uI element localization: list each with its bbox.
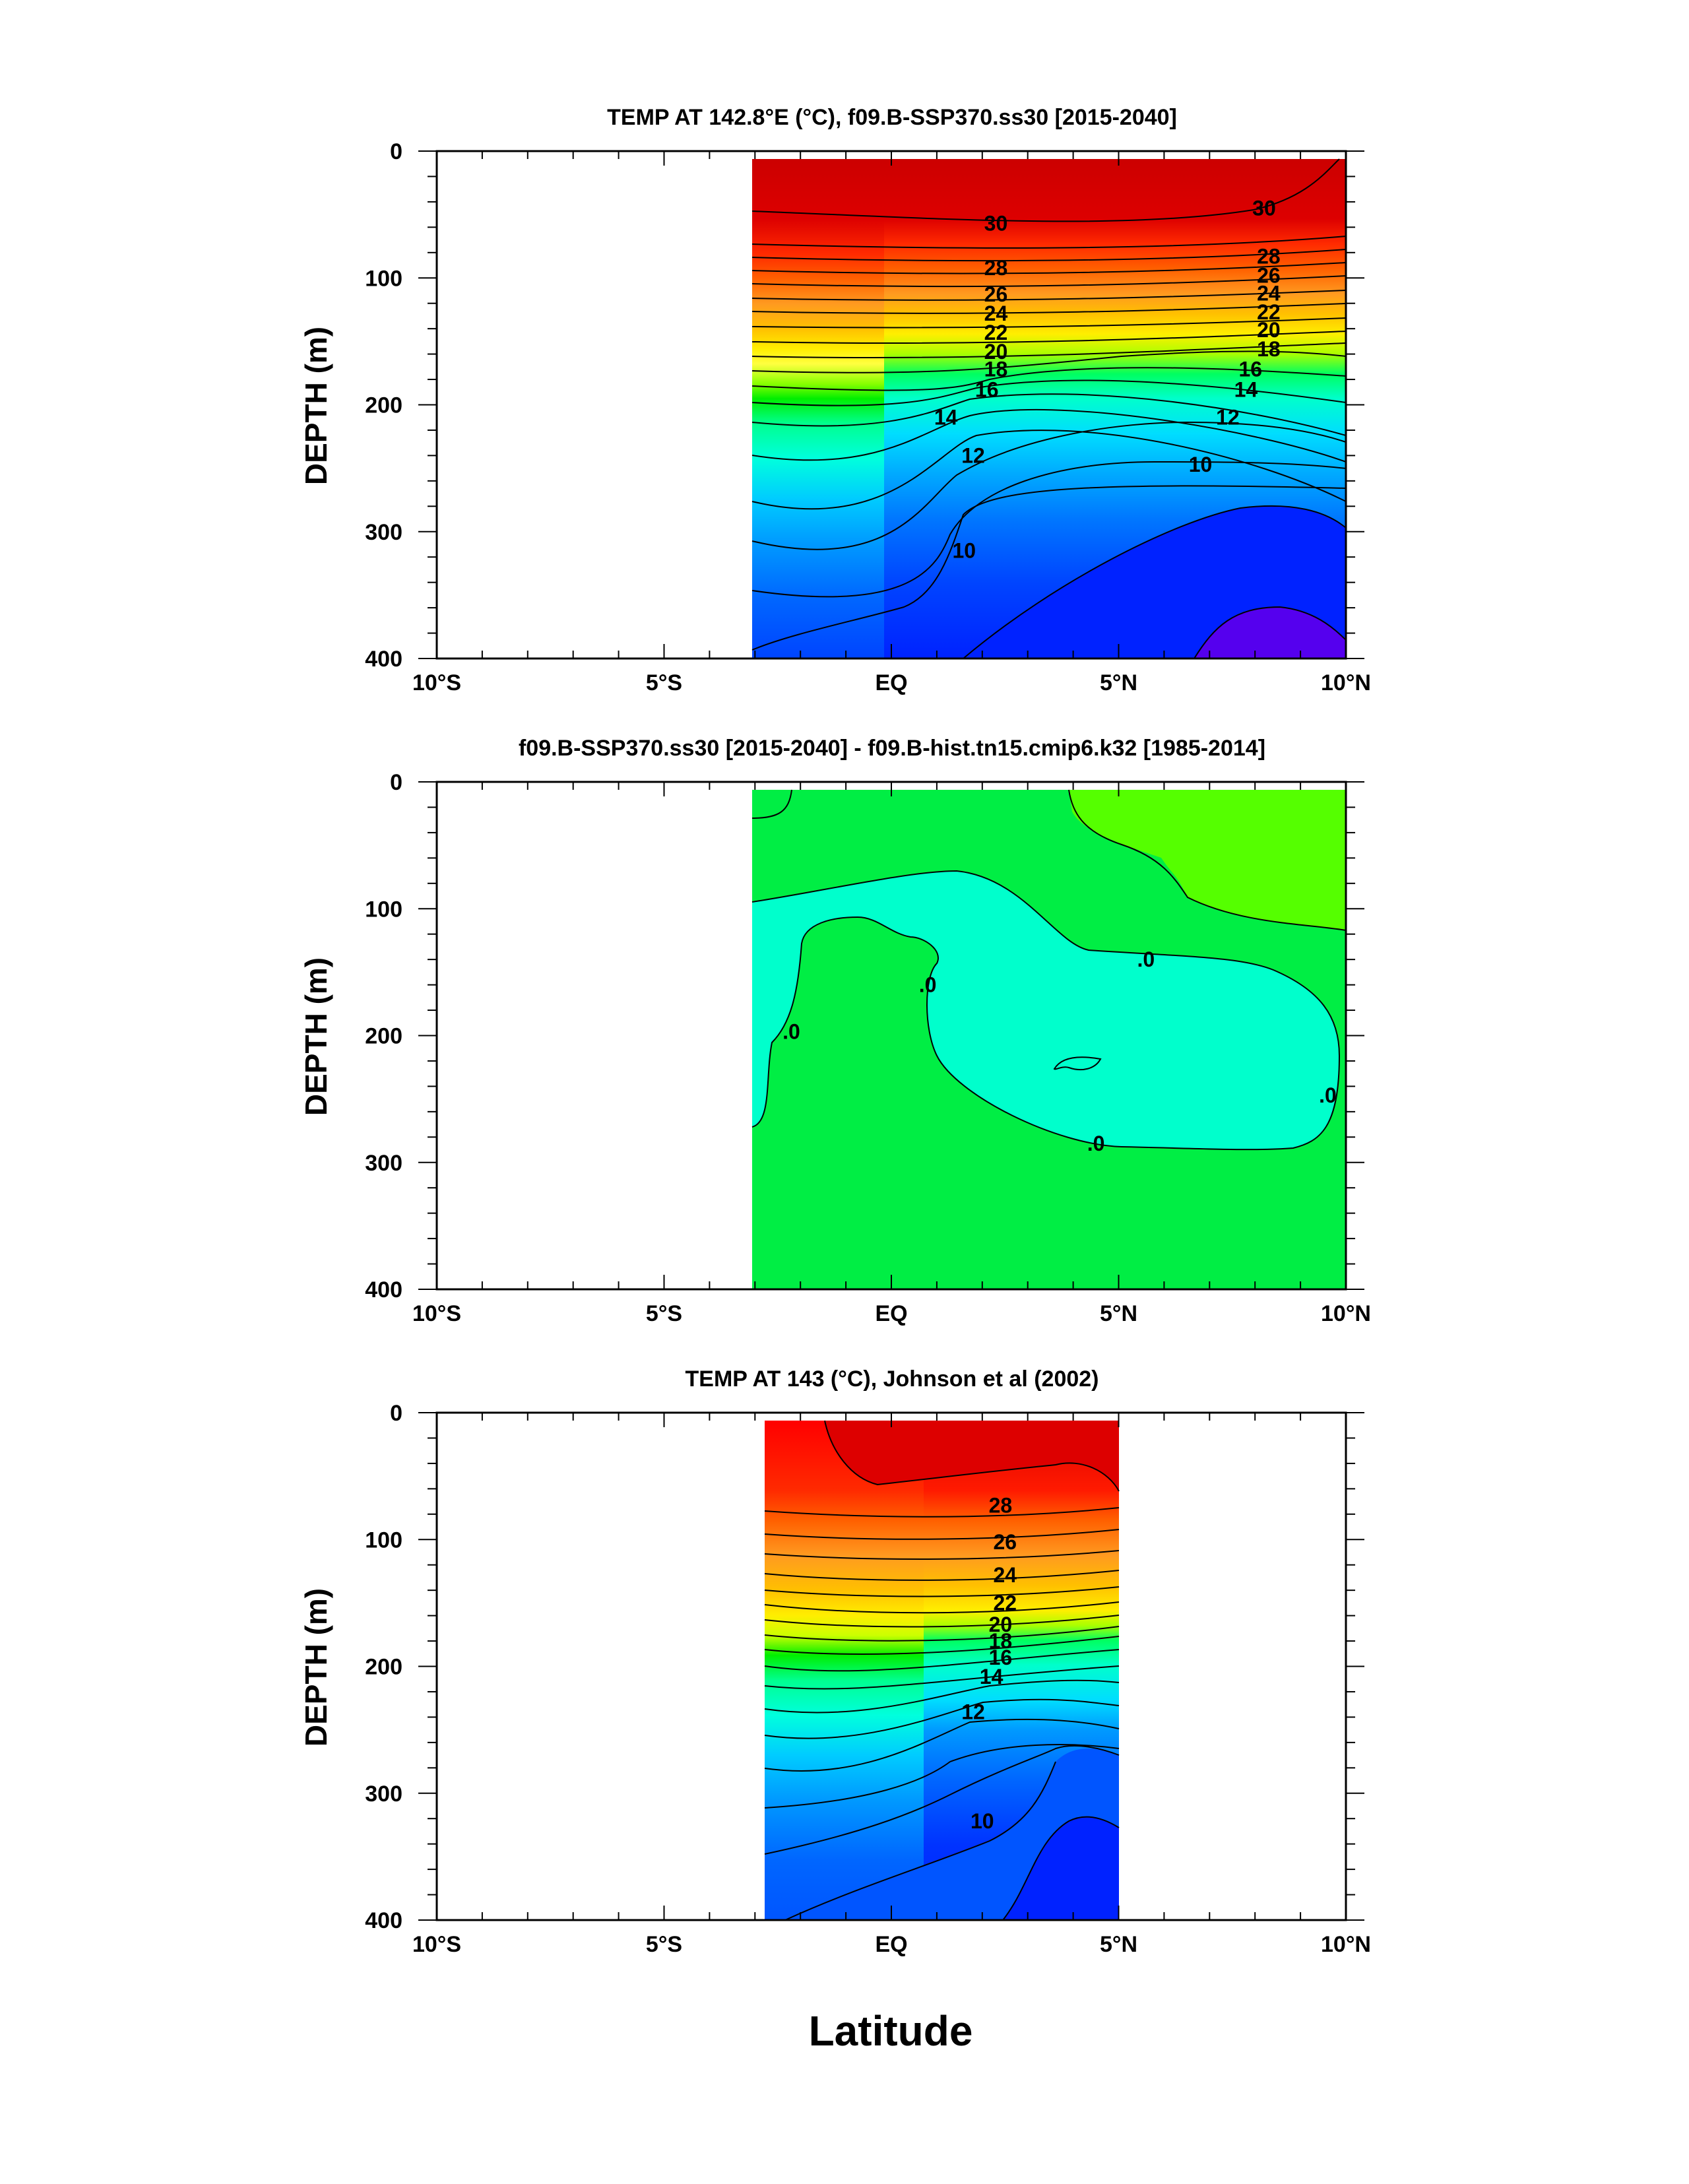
contour-label: 20 <box>984 340 1008 364</box>
x-axis-label: Latitude <box>809 2007 973 2055</box>
contour-label: 10 <box>1189 453 1213 476</box>
x-tick-label: 5°N <box>1100 1301 1137 1326</box>
contour-label: 28 <box>1257 245 1281 269</box>
contour-lines <box>751 158 1347 659</box>
x-tick-label: EQ <box>875 1301 907 1326</box>
contour-label: 30 <box>984 212 1008 236</box>
x-tick-label: 10°S <box>412 670 461 695</box>
x-tick-label: 10°N <box>1321 1301 1371 1326</box>
contour-label: 26 <box>1257 263 1281 287</box>
contour-label: 10 <box>971 1809 994 1833</box>
y-tick-label: 0 <box>390 770 402 795</box>
y-tick-label: 100 <box>365 1527 402 1553</box>
y-axis-label: DEPTH (m) <box>299 1588 333 1747</box>
x-tick-label: 5°S <box>646 1932 682 1957</box>
contour-label: 28 <box>984 256 1008 280</box>
contour-label: 14 <box>934 406 958 430</box>
y-tick-label: 100 <box>365 897 402 922</box>
panel-observed-temp: TEMP AT 143 (°C), Johnson et al (2002) <box>299 1366 1371 1957</box>
contour-label: 24 <box>1257 281 1281 305</box>
x-tick-label: 5°N <box>1100 1932 1137 1957</box>
y-axis-label: DEPTH (m) <box>299 957 333 1116</box>
x-tick-label: 10°N <box>1321 1932 1371 1957</box>
axis-ticks: 10°S 5°S EQ 5°N 10°N 0 100 200 300 400 <box>365 1401 1371 1957</box>
panel-title: TEMP AT 143 (°C), Johnson et al (2002) <box>685 1366 1099 1392</box>
y-axis-label: DEPTH (m) <box>299 327 333 485</box>
contour-label: .0 <box>782 1020 800 1044</box>
contour-label: 24 <box>993 1563 1017 1587</box>
contour-label: 18 <box>1257 337 1281 361</box>
contour-label: 18 <box>989 1629 1013 1653</box>
contour-label: 22 <box>993 1591 1017 1615</box>
contour-label: 16 <box>1239 358 1263 381</box>
contour-lines <box>751 789 1347 1151</box>
x-tick-label: 10°S <box>412 1301 461 1326</box>
contour-label: 16 <box>975 377 999 401</box>
contour-label: 28 <box>989 1493 1013 1517</box>
contour-label: .0 <box>1137 947 1155 971</box>
contour-label: 20 <box>989 1613 1013 1636</box>
contour-label: 26 <box>993 1530 1017 1554</box>
y-tick-label: 100 <box>365 266 402 291</box>
panel-title: f09.B-SSP370.ss30 [2015-2040] - f09.B-hi… <box>519 736 1265 761</box>
contour-lines <box>764 1420 1120 1921</box>
axis-ticks: 10°S 5°S EQ 5°N 10°N 0 100 200 300 400 <box>365 139 1371 695</box>
y-tick-label: 300 <box>365 520 402 545</box>
panel-title: TEMP AT 142.8°E (°C), f09.B-SSP370.ss30 … <box>607 105 1177 130</box>
y-tick-label: 400 <box>365 647 402 672</box>
contour-label: 14 <box>1234 377 1258 401</box>
contour-label: 22 <box>1257 300 1281 324</box>
y-tick-label: 0 <box>390 139 402 164</box>
contour-label: 30 <box>1252 197 1276 220</box>
contour-label: .0 <box>919 973 937 997</box>
contour-label: .0 <box>1087 1132 1105 1155</box>
y-tick-label: 300 <box>365 1782 402 1807</box>
y-tick-label: 400 <box>365 1277 402 1302</box>
contour-labels: .0 .0 .0 .0 .0 <box>782 947 1337 1155</box>
x-tick-label: EQ <box>875 670 907 695</box>
contour-label: 18 <box>984 358 1008 381</box>
y-tick-label: 200 <box>365 1655 402 1680</box>
contour-label: 24 <box>984 302 1008 325</box>
contour-label: 12 <box>961 1700 985 1724</box>
panel-model-temp: TEMP AT 142.8°E (°C), f09.B-SSP370.ss30 … <box>299 105 1371 695</box>
axis-ticks: 10°S 5°S EQ 5°N 10°N 0 100 200 300 400 <box>365 770 1371 1326</box>
contour-label: 12 <box>961 443 985 467</box>
contour-label: 22 <box>984 321 1008 344</box>
contour-label: 20 <box>1257 318 1281 342</box>
x-tick-label: 5°S <box>646 1301 682 1326</box>
contour-label: .0 <box>1319 1083 1337 1107</box>
contour-label: 12 <box>1216 406 1240 430</box>
contour-labels: 3030282624222018282624222018161614141212… <box>934 197 1281 563</box>
contour-fill <box>765 1421 1119 1920</box>
y-tick-label: 200 <box>365 393 402 418</box>
x-tick-label: 5°S <box>646 670 682 695</box>
x-tick-label: EQ <box>875 1932 907 1957</box>
panel-model-difference: f09.B-SSP370.ss30 [2015-2040] - f09.B-hi… <box>299 736 1371 1326</box>
contour-label: 26 <box>984 282 1008 306</box>
contour-label: 16 <box>989 1646 1013 1669</box>
x-tick-label: 10°N <box>1321 670 1371 695</box>
y-tick-label: 0 <box>390 1401 402 1426</box>
contour-label: 14 <box>980 1665 1004 1688</box>
x-tick-label: 5°N <box>1100 670 1137 695</box>
contour-label: 10 <box>952 539 976 563</box>
x-tick-label: 10°S <box>412 1932 461 1957</box>
y-tick-label: 300 <box>365 1151 402 1176</box>
contour-fill <box>752 790 1346 1289</box>
y-tick-label: 400 <box>365 1908 402 1933</box>
y-tick-label: 200 <box>365 1024 402 1049</box>
